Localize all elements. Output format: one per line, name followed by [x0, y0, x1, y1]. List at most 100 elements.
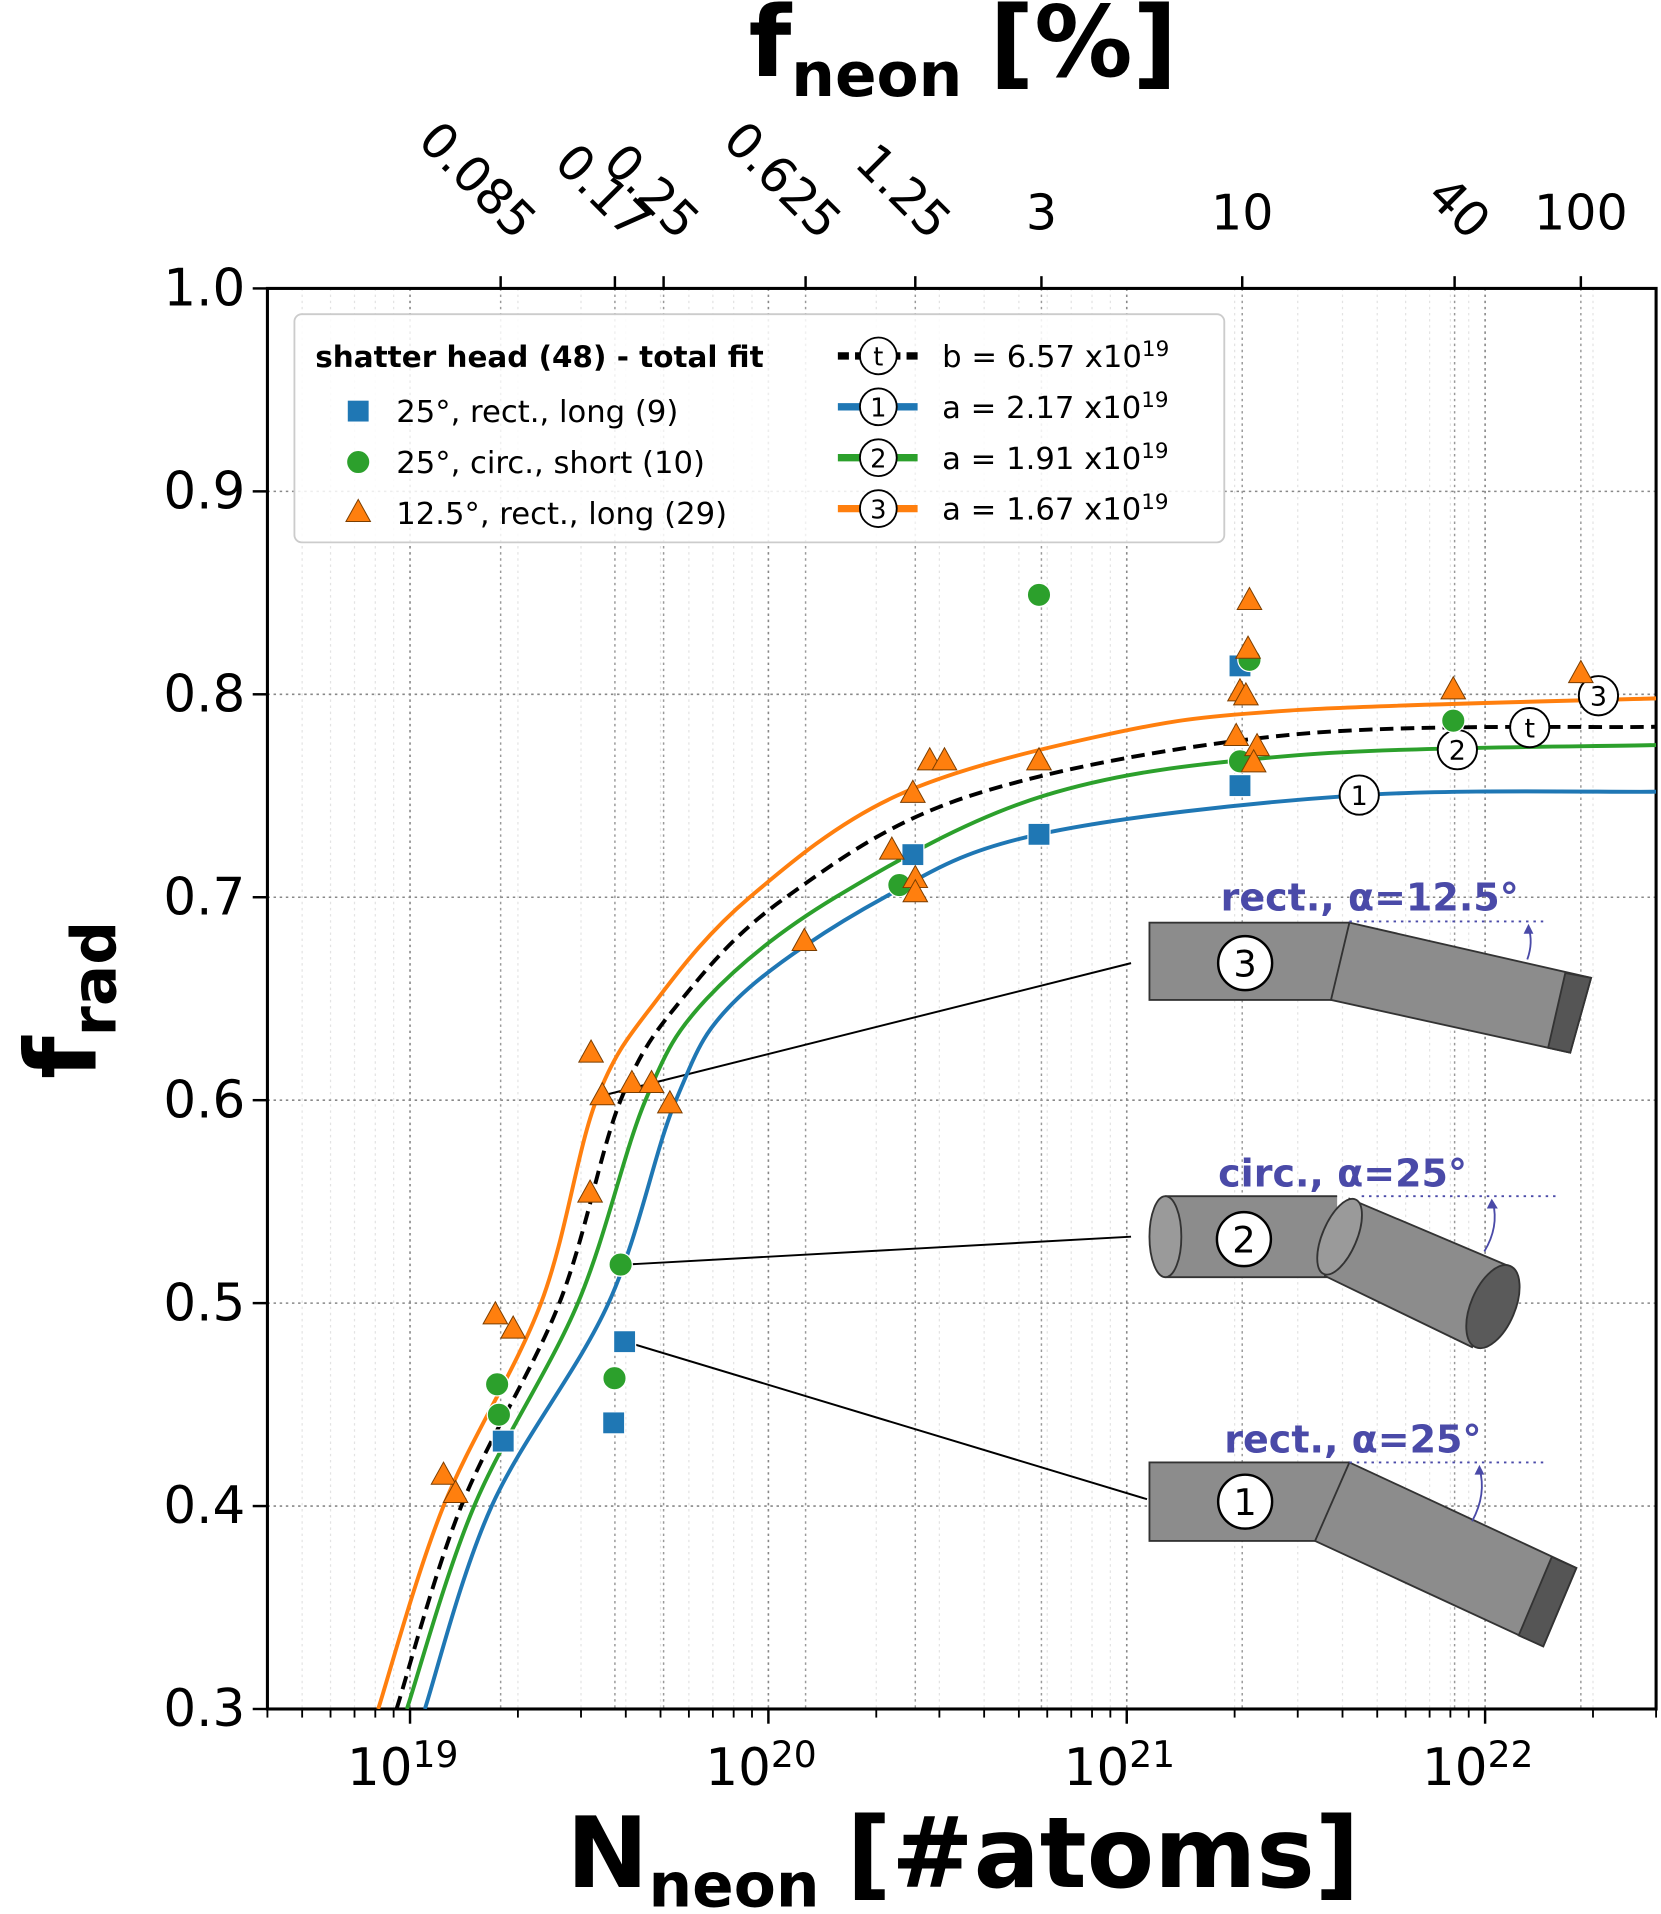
nozzle-joint: [1316, 1197, 1363, 1276]
legend-marker: [345, 449, 371, 475]
y-tick-label: 1.0: [163, 259, 245, 319]
legend-label: a = 2.17 x1019: [942, 388, 1168, 426]
nozzle-diagram: 3 rect., α=12.5°: [1148, 875, 1593, 1054]
nozzle-tip: [1517, 1555, 1578, 1648]
superscript: 19: [1142, 337, 1169, 362]
x2-tick-label: 100: [1534, 184, 1628, 242]
legend-marker-label: t: [873, 343, 883, 373]
curve-label: t: [1524, 713, 1535, 744]
square-marker: [602, 1411, 626, 1435]
x2-axis-title: fneon [%]: [749, 0, 1178, 111]
legend-label: 12.5°, rect., long (29): [396, 497, 727, 532]
legend-label: a = 1.67 x1019: [942, 490, 1168, 528]
triangle-marker: [902, 878, 929, 903]
legend-circle: [859, 489, 898, 528]
fit-line: [376, 696, 1657, 1709]
legend-circle: [859, 438, 898, 478]
marker-circle: [1215, 1210, 1273, 1268]
superscript: 19: [413, 1734, 459, 1776]
curve-label-circle: [1577, 675, 1620, 717]
triangle-marker: [1236, 586, 1263, 611]
nozzle-tip: [1465, 1264, 1521, 1350]
arrow-head: [1486, 1198, 1498, 1209]
legend-marker-label: 3: [870, 495, 886, 525]
legend-label: 25°, rect., long (9): [396, 395, 678, 430]
pointer-lines: [602, 962, 1148, 1501]
legend-label: b = 6.57 x1019: [942, 337, 1169, 375]
legend-marker: [345, 498, 372, 522]
superscript: 22: [1488, 1734, 1534, 1776]
circle-marker: [608, 1252, 633, 1277]
x2-label-main: f: [749, 0, 793, 100]
square-marker: [1228, 773, 1252, 798]
triangle-marker: [482, 1300, 509, 1325]
nozzle-end: [1148, 1195, 1183, 1279]
x2-tick-label: 1.25: [844, 132, 962, 250]
curve-label: 1: [1351, 781, 1368, 812]
triangle-marker: [500, 1314, 527, 1339]
y-tick-label: 0.7: [163, 867, 245, 927]
x-tick-label: 1021: [1064, 1734, 1175, 1798]
y-tick-label: 0.6: [163, 1070, 245, 1130]
triangle-marker: [656, 1089, 683, 1114]
y-tick-label: 0.5: [163, 1273, 245, 1333]
circle-marker: [1441, 708, 1466, 733]
triangle-marker: [577, 1038, 605, 1063]
diagram-label: rect., α=12.5°: [1221, 875, 1519, 919]
x-tick-label: 1019: [347, 1734, 458, 1798]
curve-label: 3: [1590, 682, 1607, 713]
y-label-main: f: [6, 1035, 120, 1079]
x2-tick-label: 40: [1417, 165, 1502, 250]
legend-label: 25°, circ., short (10): [396, 446, 705, 481]
triangle-marker: [878, 836, 905, 860]
circle-marker: [602, 1365, 627, 1391]
y-label-sub: rad: [59, 921, 130, 1037]
triangle-marker: [1240, 748, 1267, 773]
square-marker: [901, 842, 925, 867]
pointer: [619, 1235, 1132, 1266]
superscript: 19: [1141, 388, 1168, 413]
seam: [1314, 1462, 1350, 1542]
x-label-main: N: [566, 1797, 648, 1911]
triangle-marker: [1440, 675, 1467, 700]
x2-label-unit: [%]: [989, 0, 1177, 100]
circle-marker: [1026, 582, 1052, 608]
triangle-marker: [791, 927, 818, 951]
diagram-marker: 2: [1232, 1219, 1255, 1262]
superscript: 20: [771, 1734, 817, 1776]
square-marker: [491, 1429, 515, 1453]
triangle-marker: [1025, 746, 1053, 771]
seam: [1330, 922, 1351, 1001]
x2-label-sub: neon: [791, 40, 962, 111]
y-tick-label: 0.8: [163, 664, 245, 724]
x-tick-label: 1020: [705, 1734, 816, 1798]
diagram-marker: 3: [1233, 943, 1256, 986]
triangle-marker: [576, 1179, 604, 1203]
superscript: 19: [1141, 439, 1168, 464]
fit-line: [394, 724, 1657, 1709]
triangle-marker: [1223, 722, 1250, 746]
legend-title: shatter head (48) - total fit: [315, 340, 763, 374]
plot-frame: [265, 286, 1658, 1711]
square-marker: [612, 1330, 637, 1354]
triangle-marker: [931, 746, 958, 771]
triangle-marker: [430, 1461, 457, 1485]
legend-box: [293, 313, 1226, 544]
triangle-marker: [899, 779, 926, 803]
y-tick-label: 0.4: [163, 1476, 245, 1536]
square-marker: [1027, 822, 1051, 846]
curve-label-circle: [1509, 706, 1551, 749]
superscript: 19: [1141, 490, 1168, 515]
curve-label: 2: [1449, 735, 1466, 766]
arrow-head: [1474, 1464, 1485, 1475]
diagram-label: rect., α=25°: [1224, 1418, 1481, 1462]
fit-line: [423, 789, 1657, 1709]
x2-tick-label: 3: [1026, 184, 1057, 242]
x2-tick-label: 10: [1211, 184, 1273, 242]
superscript: 21: [1129, 1734, 1175, 1776]
nozzle-diagram: 2 circ., α=25°: [1148, 1151, 1556, 1350]
pointer: [622, 1340, 1148, 1501]
marker-circle: [1216, 1473, 1274, 1530]
legend-marker-label: 1: [870, 394, 886, 424]
